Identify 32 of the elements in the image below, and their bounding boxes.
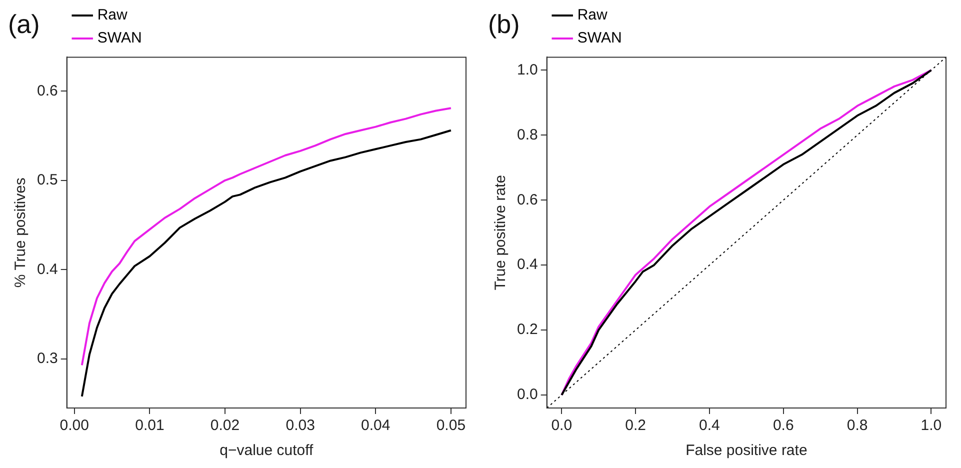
y-tick-label: 0.3: [36, 350, 58, 368]
y-axis-title: % True positives: [12, 178, 30, 288]
chart-title: (a): [8, 8, 40, 39]
x-tick-label: 0.05: [436, 417, 466, 434]
x-axis-title: q−value cutoff: [220, 442, 314, 460]
x-tick-label: 0.04: [361, 417, 390, 434]
legend-label: Raw: [577, 6, 608, 24]
y-axis-title: True positive rate: [492, 174, 510, 290]
y-tick-label: 0.5: [36, 172, 58, 189]
y-tick-label: 0.6: [36, 82, 58, 100]
x-tick-label: 0.02: [210, 417, 240, 434]
x-tick-label: 0.0: [551, 417, 572, 434]
x-tick-label: 0.03: [286, 417, 315, 434]
y-tick-label: 0.0: [516, 386, 538, 404]
x-tick-label: 0.4: [699, 417, 720, 434]
x-tick-label: 1.0: [920, 417, 942, 434]
x-tick-label: 0.8: [846, 417, 868, 434]
y-tick-label: 0.2: [516, 321, 538, 338]
chart-title: (b): [488, 8, 520, 39]
legend-label: SWAN: [97, 30, 142, 47]
y-tick-label: 0.4: [516, 256, 538, 274]
x-axis-title: False positive rate: [686, 442, 808, 460]
y-tick-label: 0.6: [516, 191, 538, 208]
x-tick-label: 0.6: [772, 417, 794, 434]
x-tick-label: 0.00: [60, 417, 89, 434]
y-tick-label: 0.4: [36, 260, 58, 278]
y-tick-label: 0.8: [516, 126, 538, 144]
x-tick-label: 0.01: [135, 417, 164, 434]
y-tick-label: 1.0: [516, 61, 538, 78]
legend-label: Raw: [97, 6, 128, 24]
x-tick-label: 0.2: [625, 417, 646, 434]
legend-label: SWAN: [577, 30, 622, 47]
